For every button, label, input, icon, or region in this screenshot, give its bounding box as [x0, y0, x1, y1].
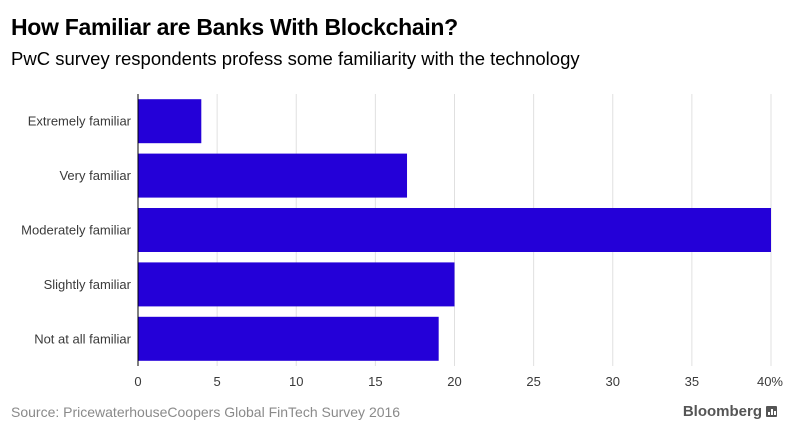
- source-note: Source: PricewaterhouseCoopers Global Fi…: [11, 404, 401, 420]
- bar: [138, 208, 771, 252]
- x-tick-label: 35: [685, 374, 699, 389]
- x-tick-label: 10: [289, 374, 303, 389]
- category-label: Very familiar: [59, 168, 131, 183]
- x-tick-label: 20: [447, 374, 461, 389]
- category-label: Moderately familiar: [21, 223, 131, 238]
- chart-subtitle: PwC survey respondents profess some fami…: [11, 48, 580, 69]
- x-tick-label: 30: [606, 374, 620, 389]
- x-tick-label: 0: [134, 374, 141, 389]
- x-tick-label: 40%: [757, 374, 783, 389]
- bar: [138, 153, 408, 198]
- category-label: Slightly familiar: [44, 277, 132, 292]
- bar: [138, 316, 439, 361]
- category-label: Not at all familiar: [34, 331, 131, 346]
- x-tick-label: 15: [368, 374, 382, 389]
- category-label: Extremely familiar: [28, 114, 132, 129]
- x-tick-label: 5: [214, 374, 221, 389]
- brand-logo: Bloomberg: [683, 403, 777, 420]
- x-tick-label: 25: [526, 374, 540, 389]
- bar: [138, 99, 202, 144]
- brand-name: Bloomberg: [682, 403, 762, 420]
- bar: [138, 262, 455, 307]
- chart-title: How Familiar are Banks With Blockchain?: [11, 14, 458, 40]
- bloomberg-chart-icon: [766, 406, 777, 417]
